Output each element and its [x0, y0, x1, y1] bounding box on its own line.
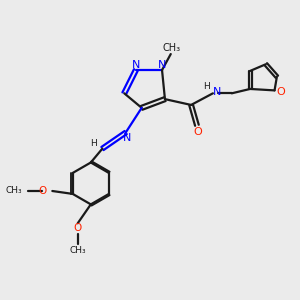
Text: O: O: [276, 87, 285, 97]
Text: CH₃: CH₃: [162, 43, 180, 53]
Text: N: N: [132, 60, 140, 70]
Text: O: O: [74, 224, 82, 233]
Text: O: O: [194, 127, 203, 137]
Text: H: H: [90, 139, 97, 148]
Text: N: N: [158, 60, 166, 70]
Text: N: N: [213, 87, 221, 97]
Text: N: N: [123, 133, 131, 143]
Text: CH₃: CH₃: [5, 187, 22, 196]
Text: CH₃: CH₃: [69, 246, 86, 255]
Text: H: H: [203, 82, 210, 91]
Text: O: O: [39, 186, 47, 196]
